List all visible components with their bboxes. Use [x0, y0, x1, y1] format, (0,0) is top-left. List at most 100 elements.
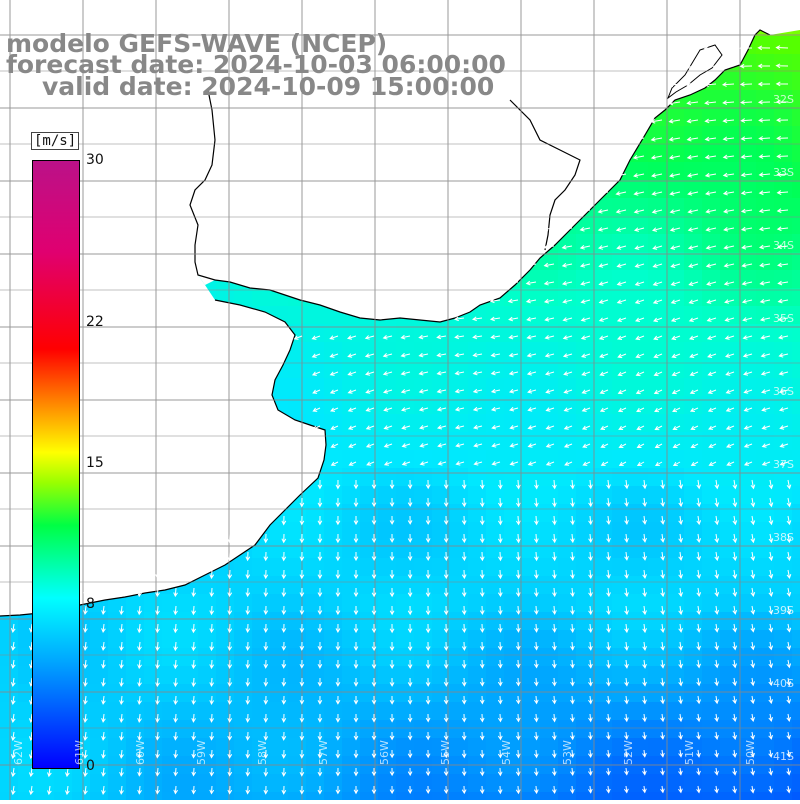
latitude-label: 39S [773, 604, 794, 617]
wind-arrow [400, 389, 411, 394]
wind-arrow [101, 785, 106, 795]
wind-arrow [678, 587, 683, 598]
speed-cell [774, 702, 793, 721]
wind-arrow [389, 533, 395, 543]
wind-arrow [617, 371, 627, 377]
wind-arrow [551, 785, 557, 795]
speed-cell [540, 612, 559, 631]
wind-arrow [708, 443, 717, 448]
wind-arrow [473, 442, 483, 448]
wind-arrow [479, 713, 485, 723]
wind-arrow [101, 677, 106, 687]
map-title-model: modelo GEFS-WAVE (NCEP) [6, 29, 388, 58]
speed-cell [360, 792, 379, 804]
speed-cell [630, 396, 649, 415]
coastline-north [214, 29, 771, 323]
wind-arrow [615, 191, 627, 196]
wind-arrow [443, 587, 449, 598]
wind-arrow [515, 479, 521, 490]
wind-arrow [137, 695, 142, 706]
speed-cell [648, 612, 667, 631]
speed-cell [180, 612, 199, 631]
wind-arrow [173, 641, 178, 652]
wind-arrow [389, 749, 395, 759]
speed-cell [378, 648, 397, 667]
speed-cell [360, 612, 379, 631]
speed-cell [630, 198, 649, 217]
wind-arrow [743, 407, 753, 412]
speed-cell [414, 594, 433, 613]
speed-cell [0, 648, 19, 667]
wind-arrow [757, 81, 771, 87]
wind-arrow [570, 533, 575, 544]
speed-cell [630, 504, 649, 523]
wind-arrow [581, 353, 591, 358]
speed-cell [504, 504, 523, 523]
wind-arrow [312, 389, 321, 394]
speed-cell [216, 648, 235, 667]
speed-cell [252, 576, 271, 595]
wind-arrow [696, 641, 701, 651]
speed-cell [558, 450, 577, 469]
wind-arrow [443, 479, 449, 490]
wind-arrow [551, 749, 557, 759]
wind-arrow [723, 227, 735, 232]
wind-arrow [335, 713, 341, 723]
wind-arrow [545, 461, 555, 466]
speed-cell [720, 216, 739, 235]
wind-arrow [137, 623, 142, 634]
colorbar-tick-label: 15 [86, 455, 104, 471]
wind-arrow [732, 731, 737, 741]
speed-cell [792, 684, 800, 703]
speed-cell [342, 360, 361, 379]
wind-arrow [570, 623, 575, 633]
wind-arrow [759, 317, 771, 322]
speed-cell [522, 504, 541, 523]
speed-cell [774, 252, 793, 271]
wind-arrow [768, 659, 774, 669]
wind-arrow [570, 605, 575, 616]
speed-cell [738, 684, 757, 703]
speed-cell [666, 450, 685, 469]
wind-arrow [191, 731, 197, 741]
speed-cell [180, 702, 199, 721]
speed-cell [288, 540, 307, 559]
wind-arrow [714, 749, 719, 758]
speed-cell [576, 612, 595, 631]
wind-arrow [740, 100, 753, 105]
speed-cell [198, 648, 217, 667]
wind-arrow [624, 695, 629, 705]
wind-arrow [570, 515, 575, 526]
speed-cell [486, 630, 505, 649]
wind-arrow [317, 533, 323, 544]
latitude-label: 36S [773, 385, 794, 398]
wind-arrow [479, 605, 485, 616]
wind-arrow [642, 677, 647, 687]
speed-cell [468, 594, 487, 613]
wind-arrow [642, 497, 647, 508]
wind-arrow [479, 515, 485, 526]
speed-cell [738, 594, 757, 613]
speed-cell [666, 270, 685, 289]
speed-cell [54, 774, 73, 793]
wind-arrow [670, 245, 681, 250]
speed-cell [594, 306, 613, 325]
wind-arrow [606, 479, 611, 490]
wind-arrow [678, 515, 683, 526]
speed-cell [486, 792, 505, 804]
wind-arrow [653, 389, 663, 395]
wind-arrow [227, 641, 233, 652]
wind-arrow [696, 749, 701, 758]
speed-cell [594, 234, 613, 253]
speed-cell [684, 612, 703, 631]
wind-arrow [281, 515, 287, 526]
longitude-label: 56W [378, 740, 391, 765]
wind-arrow [690, 461, 699, 466]
speed-cell [90, 666, 109, 685]
speed-cell [342, 540, 361, 559]
speed-cell [126, 702, 145, 721]
wind-arrow [83, 677, 88, 687]
speed-cell [108, 774, 127, 793]
speed-cell [450, 504, 469, 523]
wind-arrow [155, 713, 160, 723]
